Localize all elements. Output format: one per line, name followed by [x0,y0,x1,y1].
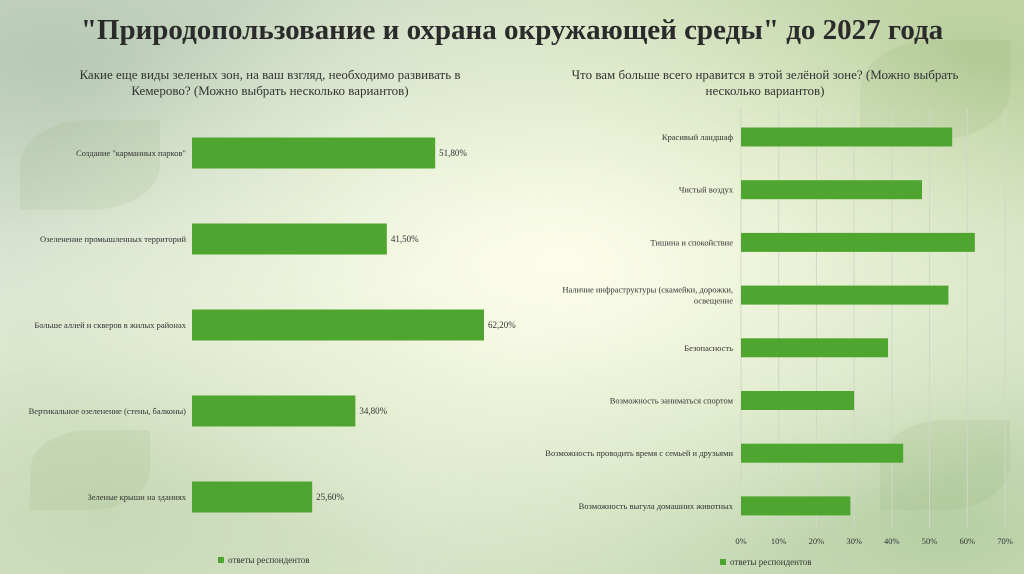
x-tick-label: 70% [997,536,1013,546]
category-label: Создание "карманных парков" [76,148,186,158]
x-tick-label: 60% [959,536,975,546]
category-label: Чистый воздух [679,185,734,195]
data-label: 62,20% [488,320,516,330]
bar [741,391,855,410]
data-label: 34,80% [359,406,387,416]
bar [741,285,949,305]
x-tick-label: 20% [809,536,825,546]
x-tick-label: 50% [922,536,938,546]
bar [192,137,436,169]
legend-swatch [218,557,224,563]
category-label: Зеленые крыши на зданиях [87,492,186,502]
bar [192,395,356,427]
category-label: Озеленение промышленных территорий [40,234,187,244]
x-tick-label: 30% [846,536,862,546]
legend-label: ответы респондентов [730,557,812,567]
category-label: Больше аллей и скверов в жилых районах [34,320,186,330]
category-label: Возможность заниматься спортом [610,396,734,406]
x-tick-label: 0% [735,536,746,546]
data-label: 41,50% [391,234,419,244]
category-label: Тишина и спокойствие [650,237,733,247]
data-label: 25,60% [316,492,344,502]
chart-left-title: Какие еще виды зеленых зон, на ваш взгля… [79,67,461,98]
category-label: Наличие инфраструктуры (скамейки, дорожк… [562,285,733,306]
bar [741,496,851,516]
bar [192,223,387,255]
bar [192,309,484,341]
legend-label: ответы респондентов [228,555,310,565]
bar [741,127,953,147]
category-label: Вертикальное озеленение (стены, балконы) [29,406,187,416]
legend-swatch [720,559,726,565]
bar [741,443,904,463]
x-tick-label: 40% [884,536,900,546]
page-title: "Природопользование и охрана окружающей … [80,14,944,46]
bar [741,338,889,358]
bar [192,481,313,513]
bar [741,180,923,200]
category-label: Возможность проводить время с семьей и д… [545,448,733,458]
category-label: Безопасность [684,343,733,353]
data-label: 51,80% [439,148,467,158]
category-label: Красивый ландшаф [662,132,734,142]
x-tick-label: 10% [771,536,787,546]
category-label: Возможность выгула домашних животных [579,501,734,511]
chart-right-title: Что вам больше всего нравится в этой зел… [571,67,959,98]
bar [741,232,975,252]
